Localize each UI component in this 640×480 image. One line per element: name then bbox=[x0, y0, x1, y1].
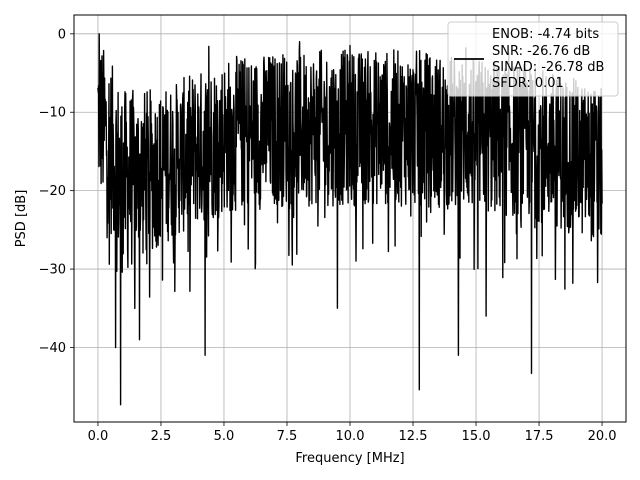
series-psd bbox=[97, 33, 603, 406]
x-tick-label: 5.0 bbox=[214, 429, 235, 444]
legend-box bbox=[447, 21, 619, 97]
x-axis-ticks: 0.0 2.5 5.0 7.5 10.0 12.5 15.0 17.5 20.0 bbox=[88, 422, 617, 444]
x-tick-label: 2.5 bbox=[151, 429, 172, 444]
x-tick-label: 17.5 bbox=[525, 429, 554, 444]
legend-entry-enob: ENOB: -4.74 bits bbox=[492, 27, 599, 42]
y-axis-ticks: 0 −10 −20 −30 −40 bbox=[39, 27, 74, 356]
psd-line bbox=[97, 33, 603, 406]
legend-entry-sfdr: SFDR: 0.01 bbox=[492, 76, 564, 91]
x-tick-label: 7.5 bbox=[277, 429, 298, 444]
x-tick-label: 12.5 bbox=[399, 429, 428, 444]
x-tick-label: 15.0 bbox=[462, 429, 491, 444]
y-tick-label: −10 bbox=[39, 106, 66, 121]
legend-entry-snr: SNR: -26.76 dB bbox=[492, 44, 590, 59]
y-tick-label: −30 bbox=[39, 263, 66, 278]
x-tick-label: 0.0 bbox=[88, 429, 109, 444]
y-tick-label: 0 bbox=[58, 27, 66, 42]
legend: ENOB: -4.74 bits SNR: -26.76 dB SINAD: -… bbox=[447, 21, 619, 97]
x-axis-label: Frequency [MHz] bbox=[295, 451, 404, 466]
y-tick-label: −20 bbox=[39, 184, 66, 199]
y-axis-label: PSD [dB] bbox=[14, 190, 29, 248]
legend-entry-sinad: SINAD: -26.78 dB bbox=[492, 60, 604, 75]
x-tick-label: 10.0 bbox=[336, 429, 365, 444]
y-tick-label: −40 bbox=[39, 341, 66, 356]
x-tick-label: 20.0 bbox=[588, 429, 617, 444]
